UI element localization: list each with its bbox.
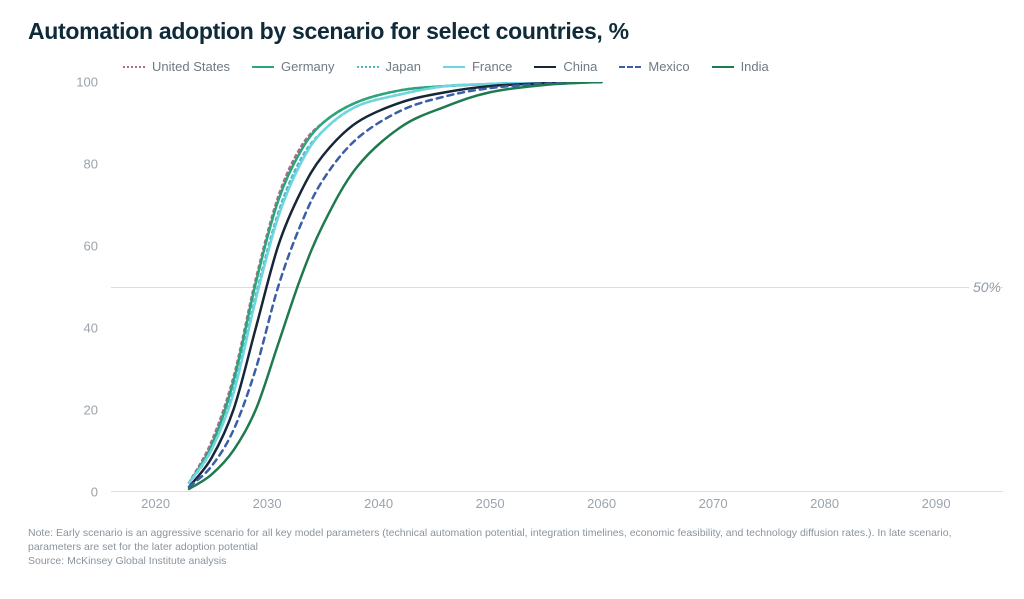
y-tick-label: 20 [58,403,98,418]
series-line [189,82,602,489]
legend: United States Germany Japan France China Mexi… [123,59,996,74]
y-tick-label: 40 [58,321,98,336]
legend-label: United States [152,59,230,74]
x-tick-label: 2060 [587,496,616,511]
y-tick-label: 80 [58,157,98,172]
y-tick-label: 60 [58,239,98,254]
legend-swatch [123,66,145,68]
x-axis: 2020 2030 2040 2050 2060 2070 2080 2090 [63,496,1003,516]
plot-area: 50% [111,82,1003,492]
legend-label: Germany [281,59,334,74]
series-line [189,82,602,487]
legend-label: Mexico [648,59,689,74]
legend-item: India [712,59,769,74]
chart-area: 020406080100 50% 20202030204020502060207… [63,82,1003,492]
legend-item: United States [123,59,230,74]
legend-swatch [357,66,379,68]
legend-swatch [443,66,465,68]
x-tick-label: 2030 [253,496,282,511]
series-line [189,82,602,487]
x-tick-label: 2020 [141,496,170,511]
x-tick-label: 2070 [699,496,728,511]
legend-item: Japan [357,59,421,74]
legend-label: India [741,59,769,74]
y-axis: 020406080100 [53,82,98,492]
legend-item: China [534,59,597,74]
legend-item: France [443,59,512,74]
legend-item: Mexico [619,59,689,74]
chart-title: Automation adoption by scenario for sele… [28,18,996,45]
legend-label: Japan [386,59,421,74]
x-tick-label: 2050 [476,496,505,511]
x-tick-label: 2040 [364,496,393,511]
legend-label: France [472,59,512,74]
y-tick-label: 100 [58,75,98,90]
legend-swatch [534,66,556,68]
legend-swatch [712,66,734,68]
line-series-svg [111,82,1003,491]
legend-swatch [619,66,641,68]
legend-label: China [563,59,597,74]
x-tick-label: 2080 [810,496,839,511]
legend-swatch [252,66,274,68]
legend-item: Germany [252,59,334,74]
footnote-source: Source: McKinsey Global Institute analys… [28,554,996,568]
footnote: Note: Early scenario is an aggressive sc… [28,526,996,569]
x-tick-label: 2090 [922,496,951,511]
footnote-note: Note: Early scenario is an aggressive sc… [28,526,996,554]
